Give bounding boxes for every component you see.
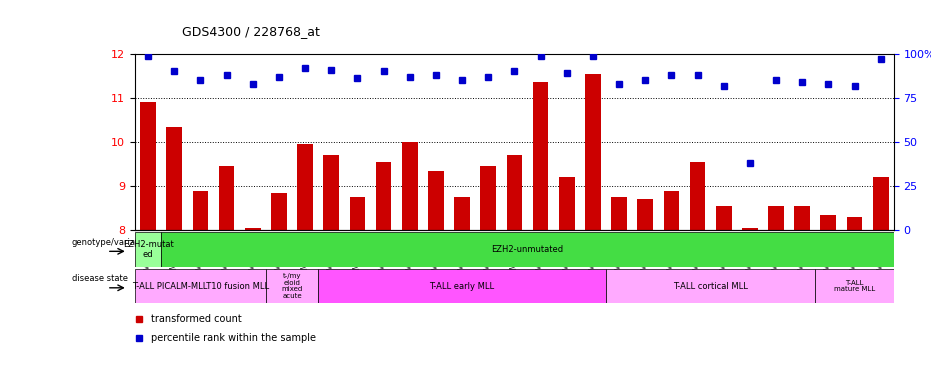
Text: T-ALL
mature MLL: T-ALL mature MLL [834, 280, 875, 292]
Bar [846, 217, 862, 230]
Bar [606, 269, 816, 303]
Bar [559, 177, 574, 230]
Text: T-ALL cortical MLL: T-ALL cortical MLL [673, 281, 748, 291]
Bar [585, 74, 600, 230]
Bar [318, 269, 606, 303]
Bar [664, 190, 680, 230]
Bar [245, 228, 261, 230]
Bar [141, 103, 155, 230]
Bar [219, 166, 235, 230]
Text: T-ALL PICALM-MLLT10 fusion MLL: T-ALL PICALM-MLLT10 fusion MLL [132, 281, 269, 291]
Bar [454, 197, 470, 230]
Bar [794, 206, 810, 230]
Bar [428, 171, 444, 230]
Text: EZH2-mutat
ed: EZH2-mutat ed [123, 240, 173, 259]
Bar [533, 83, 548, 230]
Bar [480, 166, 496, 230]
Bar [271, 193, 287, 230]
Bar [402, 142, 418, 230]
Text: genotype/variation: genotype/variation [72, 237, 152, 247]
Bar [611, 197, 627, 230]
Text: T-ALL early MLL: T-ALL early MLL [429, 281, 494, 291]
Bar [349, 197, 365, 230]
Bar [167, 127, 182, 230]
Bar [873, 177, 888, 230]
Bar [690, 162, 706, 230]
Bar [716, 206, 732, 230]
Bar [820, 215, 836, 230]
Text: t-/my
eloid
mixed
acute: t-/my eloid mixed acute [281, 273, 303, 299]
Text: GDS4300 / 228768_at: GDS4300 / 228768_at [182, 25, 319, 38]
Text: disease state: disease state [72, 274, 128, 283]
Bar [193, 190, 209, 230]
Text: percentile rank within the sample: percentile rank within the sample [151, 333, 317, 343]
Text: EZH2-unmutated: EZH2-unmutated [492, 245, 563, 254]
Text: transformed count: transformed count [151, 314, 242, 324]
Bar [376, 162, 391, 230]
Bar [266, 269, 318, 303]
Bar [323, 156, 339, 230]
Bar [297, 144, 313, 230]
Bar [135, 232, 161, 267]
Bar [506, 156, 522, 230]
Bar [742, 228, 758, 230]
Bar [135, 269, 266, 303]
Bar [816, 269, 894, 303]
Bar [638, 200, 653, 230]
Bar [768, 206, 784, 230]
